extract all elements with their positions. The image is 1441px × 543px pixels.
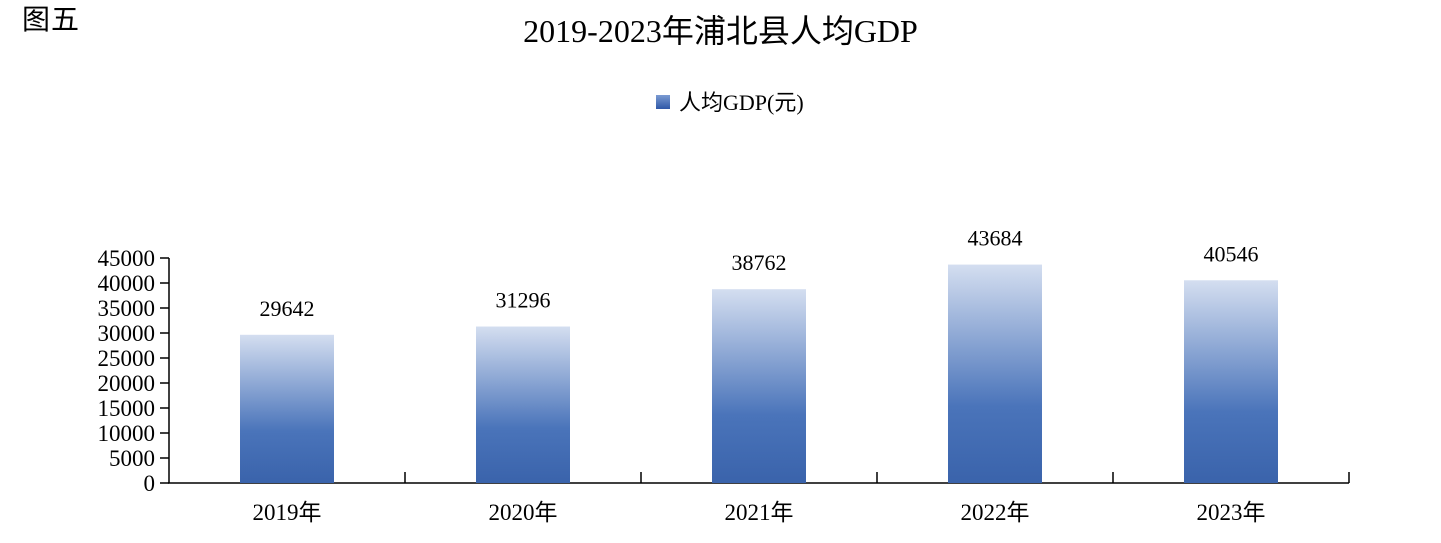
- data-label: 29642: [260, 296, 315, 321]
- y-tick-label: 5000: [109, 446, 155, 471]
- bar: [476, 326, 570, 483]
- y-tick-label: 10000: [98, 421, 156, 446]
- x-category-label: 2021年: [725, 500, 794, 525]
- data-label: 43684: [968, 226, 1023, 251]
- chart-title: 2019-2023年浦北县人均GDP: [523, 13, 918, 49]
- data-label: 40546: [1204, 241, 1259, 266]
- y-tick-label: 15000: [98, 396, 156, 421]
- bar: [1184, 280, 1278, 483]
- data-label: 38762: [732, 250, 787, 275]
- y-tick-label: 20000: [98, 371, 156, 396]
- bar: [240, 334, 334, 483]
- x-category-label: 2023年: [1197, 500, 1266, 525]
- y-tick-label: 45000: [98, 246, 156, 271]
- y-tick-label: 25000: [98, 346, 156, 371]
- legend-swatch-icon: [656, 95, 670, 109]
- y-tick-label: 0: [144, 471, 156, 496]
- figure-label: 图五: [22, 5, 81, 36]
- bar: [948, 264, 1042, 483]
- y-tick-label: 35000: [98, 296, 156, 321]
- y-tick-label: 40000: [98, 271, 156, 296]
- x-category-label: 2019年: [253, 500, 322, 525]
- x-category-label: 2020年: [489, 500, 558, 525]
- data-label: 31296: [496, 288, 551, 313]
- y-tick-label: 30000: [98, 321, 156, 346]
- x-category-label: 2022年: [961, 500, 1030, 525]
- legend-label: 人均GDP(元): [679, 90, 804, 115]
- legend: 人均GDP(元): [656, 90, 804, 116]
- bar: [712, 289, 806, 483]
